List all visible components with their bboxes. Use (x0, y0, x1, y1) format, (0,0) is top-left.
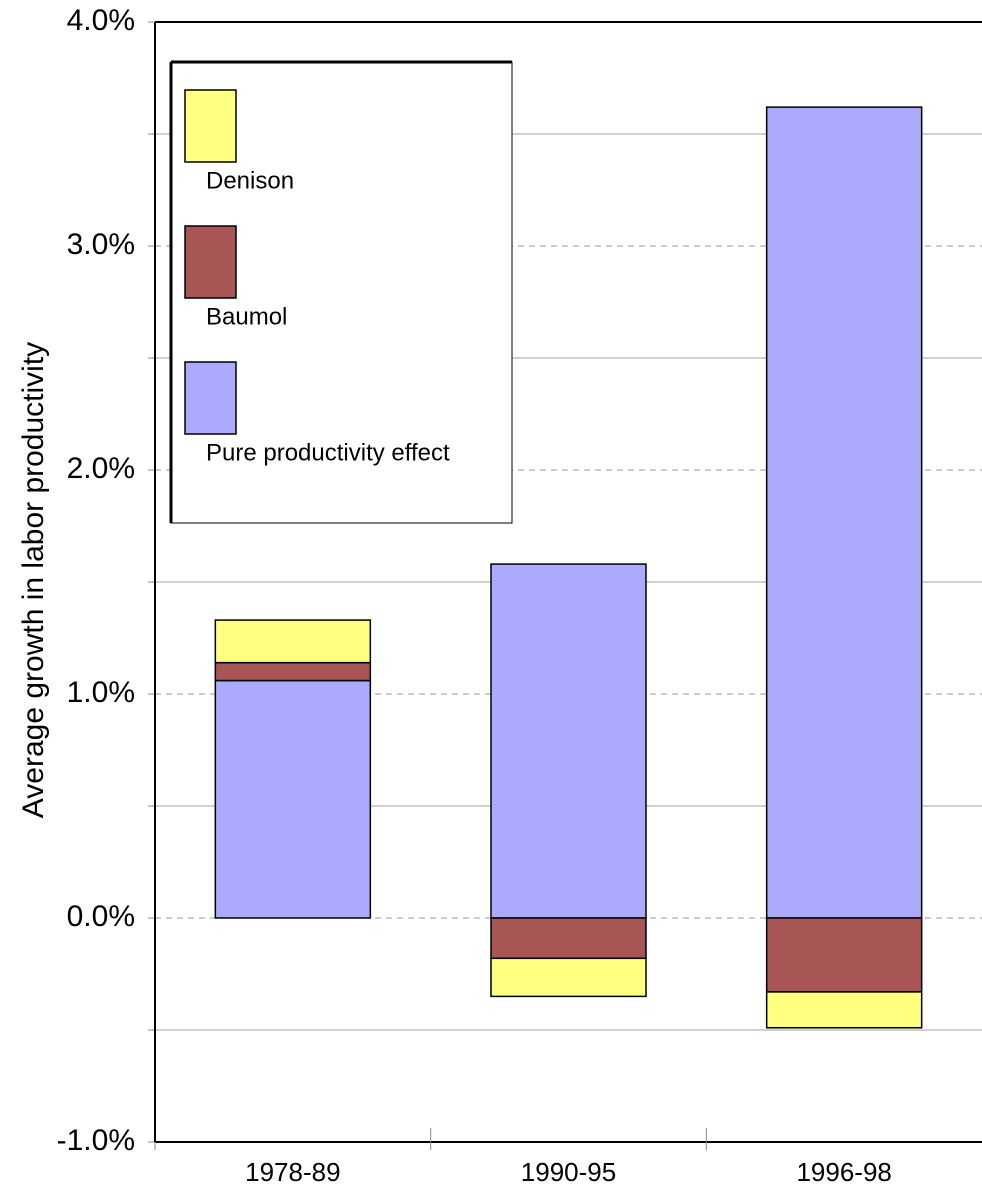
y-tick-label: 0.0% (67, 900, 135, 933)
y-tick-label: -1.0% (57, 1124, 135, 1157)
y-axis-label: Average growth in labor productivity (17, 342, 50, 818)
bar-segment (490, 917, 647, 960)
legend-swatch (184, 225, 237, 299)
legend-swatch (184, 89, 237, 163)
legend-label: Denison (206, 167, 294, 194)
legend-label: Pure productivity effect (206, 439, 450, 466)
bar-segment (765, 106, 923, 919)
legend-swatch (184, 361, 237, 435)
bar-segment (765, 917, 923, 993)
y-tick-label: 4.0% (67, 4, 135, 37)
y-tick-label: 1.0% (67, 676, 135, 709)
bar-segment (490, 563, 647, 919)
bar-segment (765, 991, 923, 1029)
y-tick-label: 2.0% (67, 452, 135, 485)
x-tick-label: 1996-98 (796, 1157, 891, 1187)
x-tick-label: 1978-89 (245, 1157, 340, 1187)
bar-segment (214, 679, 372, 919)
legend-label: Baumol (206, 303, 287, 330)
y-tick-label: 3.0% (67, 228, 135, 261)
bar-segment (214, 661, 372, 682)
bar-segment (214, 619, 372, 664)
bar-segment (490, 957, 647, 998)
x-tick-label: 1990-95 (521, 1157, 616, 1187)
